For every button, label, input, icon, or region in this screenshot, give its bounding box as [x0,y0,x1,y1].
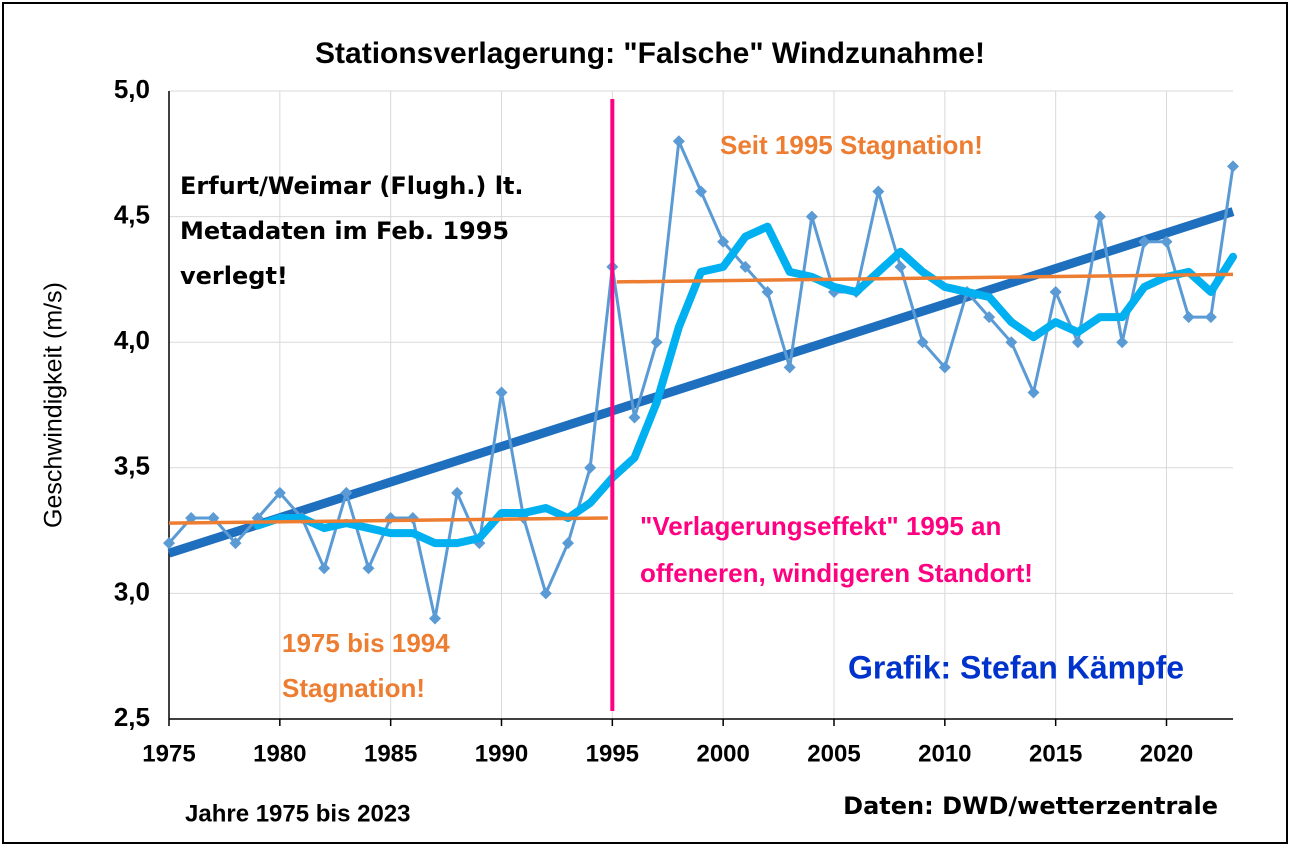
marker [1227,160,1239,173]
y-axis-label: Geschwindigkeit (m/s) [40,282,68,528]
marker [273,486,286,499]
y-tick-label: 2,5 [114,702,150,732]
marker [1116,336,1129,349]
annotation: Metadaten im Feb. 1995 [180,217,509,245]
marker [451,486,464,499]
marker [783,361,796,374]
annotation: verlegt! [180,262,288,290]
marker [672,135,685,148]
marker [318,562,331,575]
x-tick-label: 1985 [364,740,417,767]
annotation: "Verlagerungseffekt" 1995 an [640,511,1001,541]
source: Daten: DWD/wetterzentrale [843,792,1218,820]
y-tick-label: 4,0 [114,325,150,355]
marker [761,285,774,298]
marker [805,210,818,223]
x-tick-label: 1980 [253,740,306,767]
x-tick-label: 1995 [586,740,639,767]
trend-line [168,516,608,525]
marker [362,562,375,575]
marker [1204,311,1217,324]
marker [983,311,996,324]
marker [650,336,663,349]
marker [872,185,885,198]
x-tick-label: 1975 [142,740,195,767]
series-line [253,222,1237,548]
y-tick-label: 3,0 [114,576,150,606]
annotation: Seit 1995 Stagnation! [720,130,983,160]
marker [695,185,707,198]
y-tick-label: 3,5 [114,451,150,481]
marker [1138,235,1151,248]
chart-title: Stationsverlagerung: "Falsche" Windzunah… [315,37,985,70]
marker [584,461,597,474]
y-tick-label: 4,5 [114,199,150,229]
x-axis-label: Jahre 1975 bis 2023 [185,800,411,827]
marker [938,361,951,374]
marker [628,411,641,424]
marker [1005,336,1018,349]
marker [495,386,508,399]
marker [1160,235,1173,248]
marker [562,537,574,550]
marker [1027,386,1040,399]
marker [539,587,552,600]
x-tick-label: 1990 [475,740,528,767]
annotation: 1975 bis 1994 [282,628,450,658]
marker [1182,311,1195,324]
marker [163,537,175,550]
annotation: Grafik: Stefan Kämpfe [848,649,1184,685]
marker [1071,336,1084,349]
annotation: Erfurt/Weimar (Flugh.) lt. [180,172,524,200]
y-tick-label: 5,0 [114,74,150,104]
annotation: Stagnation! [282,673,425,703]
x-tick-label: 2005 [807,740,860,767]
marker [340,486,353,499]
trend-line [616,272,1234,284]
marker [229,537,242,550]
marker [429,612,441,625]
marker [1049,285,1062,298]
annotation: offeneren, windigeren Standort! [640,558,1033,588]
marker [1094,210,1106,223]
marker [739,260,752,273]
x-tick-label: 2020 [1140,740,1193,767]
marker [916,336,929,349]
x-tick-label: 2015 [1029,740,1082,767]
x-tick-label: 2000 [696,740,749,767]
marker [894,260,907,273]
marker [717,235,730,248]
x-tick-label: 2010 [918,740,971,767]
